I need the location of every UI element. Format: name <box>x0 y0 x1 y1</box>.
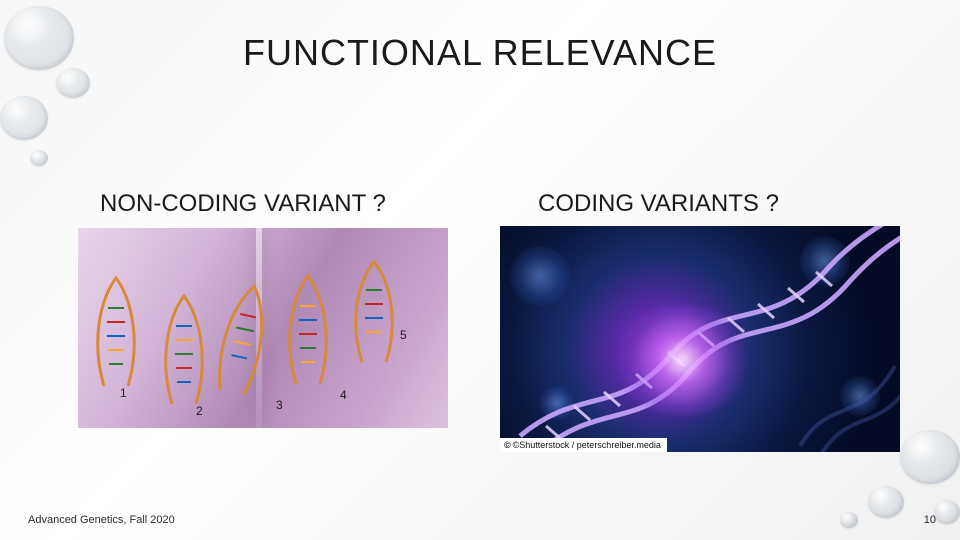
water-droplet <box>840 512 858 528</box>
footer-course: Advanced Genetics, Fall 2020 <box>28 514 175 526</box>
rna-strand-icon <box>288 266 316 386</box>
rna-strand-icon <box>96 268 124 388</box>
water-droplet <box>30 150 48 166</box>
noncoding-number: 5 <box>400 328 407 342</box>
noncoding-number: 4 <box>340 388 347 402</box>
dna-glow-icon <box>612 305 752 415</box>
right-column-label: CODING VARIANTS ? <box>538 190 779 218</box>
rna-strand-icon <box>164 286 192 406</box>
rna-strand-icon <box>354 254 382 364</box>
water-droplet <box>900 430 960 484</box>
water-droplet <box>934 500 960 524</box>
left-column-label: NON-CODING VARIANT ? <box>100 190 386 218</box>
water-droplet <box>868 486 904 518</box>
coding-bg: ©©Shutterstock / peterschreiber.media <box>500 226 900 452</box>
copyright-icon: © <box>504 440 511 450</box>
noncoding-number: 2 <box>196 404 203 418</box>
image-credit: ©©Shutterstock / peterschreiber.media <box>500 438 667 452</box>
noncoding-image: 1 2 3 4 5 <box>78 228 448 428</box>
water-droplet <box>0 96 48 140</box>
slide-number: 10 <box>924 514 936 526</box>
noncoding-bg: 1 2 3 4 5 <box>78 228 448 428</box>
slide-title: FUNCTIONAL RELEVANCE <box>0 32 960 74</box>
credit-text: ©Shutterstock / peterschreiber.media <box>513 440 661 450</box>
noncoding-number: 3 <box>276 398 283 412</box>
noncoding-number: 1 <box>120 386 127 400</box>
coding-image: ©©Shutterstock / peterschreiber.media <box>500 226 900 452</box>
slide: FUNCTIONAL RELEVANCE NON-CODING VARIANT … <box>0 0 960 540</box>
